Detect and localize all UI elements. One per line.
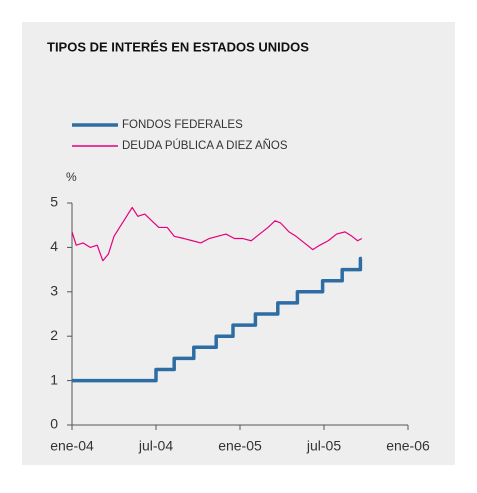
x-tick-label: jul-05 [306, 438, 341, 454]
x-tick-label: ene-05 [218, 438, 262, 454]
y-tick-label: 5 [50, 194, 58, 210]
x-tick-label: jul-04 [138, 438, 173, 454]
series-line [71, 206, 363, 262]
panel [22, 22, 455, 465]
x-tick-label: ene-06 [386, 438, 430, 454]
y-axis-label: % [66, 170, 77, 184]
x-tick-label: ene-04 [50, 438, 94, 454]
legend-label: DEUDA PÚBLICA A DIEZ AÑOS [122, 139, 288, 152]
y-tick-label: 3 [50, 283, 58, 299]
y-tick-label: 4 [50, 238, 58, 254]
y-tick-label: 0 [50, 416, 58, 432]
y-tick-label: 1 [50, 371, 58, 387]
chart-title: TIPOS DE INTERÉS EN ESTADOS UNIDOS [47, 39, 309, 54]
series-line [72, 256, 363, 383]
y-tick-label: 2 [50, 327, 58, 343]
legend-label: FONDOS FEDERALES [122, 119, 243, 131]
